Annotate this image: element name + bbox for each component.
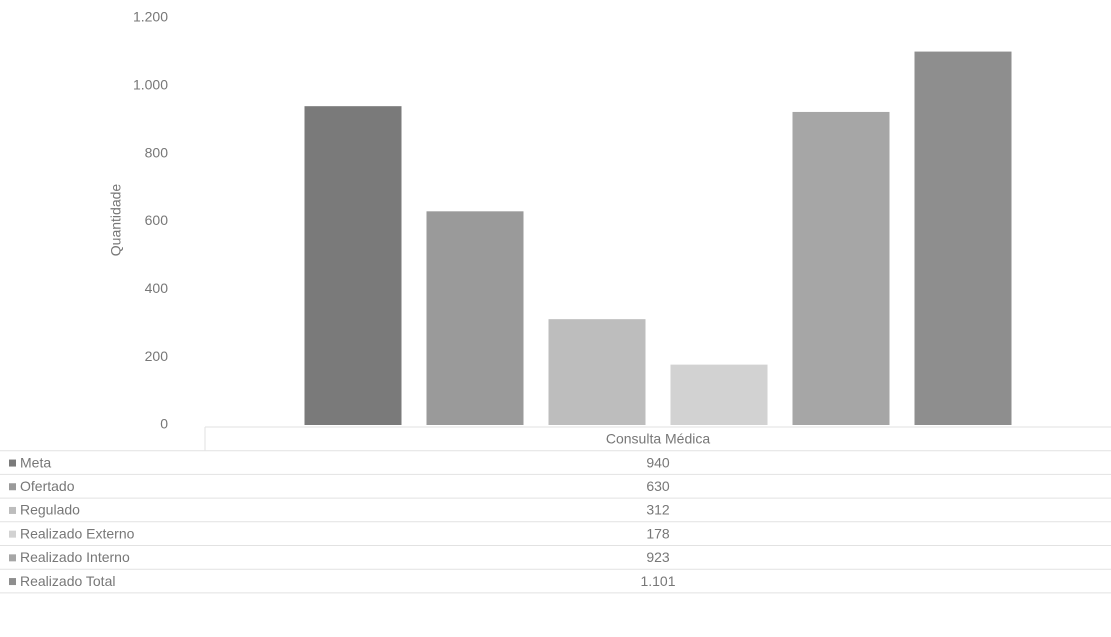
table-value: 178 <box>646 525 670 541</box>
table-value: 1.101 <box>640 573 675 589</box>
bar <box>426 211 524 425</box>
y-tick-label: 1.000 <box>133 77 168 93</box>
y-tick-label: 1.200 <box>133 9 168 25</box>
legend-swatch <box>9 554 16 562</box>
y-tick-label: 0 <box>160 416 168 432</box>
bar <box>670 364 768 425</box>
legend-label: Ofertado <box>20 478 75 494</box>
legend-swatch <box>9 483 16 491</box>
table-value: 630 <box>646 478 670 494</box>
y-axis-title: Quantidade <box>108 184 124 257</box>
legend-swatch <box>9 578 16 586</box>
x-tick-label: Consulta Médica <box>606 431 710 447</box>
y-tick-label: 800 <box>145 144 169 160</box>
bar <box>304 106 402 425</box>
legend-swatch <box>9 530 16 538</box>
bar <box>792 111 890 426</box>
legend-label: Realizado Interno <box>20 549 130 565</box>
legend-swatch <box>9 506 16 514</box>
bar <box>548 319 646 425</box>
legend-label: Regulado <box>20 502 80 518</box>
legend-label: Realizado Externo <box>20 525 135 541</box>
table-value: 940 <box>646 454 670 470</box>
bar <box>914 51 1012 425</box>
legend-label: Realizado Total <box>20 573 115 589</box>
y-tick-label: 600 <box>145 212 169 228</box>
table-value: 312 <box>646 502 670 518</box>
y-tick-label: 400 <box>145 280 169 296</box>
legend-label: Meta <box>20 454 51 470</box>
legend-swatch <box>9 459 16 467</box>
table-value: 923 <box>646 549 670 565</box>
y-tick-label: 200 <box>145 348 169 364</box>
